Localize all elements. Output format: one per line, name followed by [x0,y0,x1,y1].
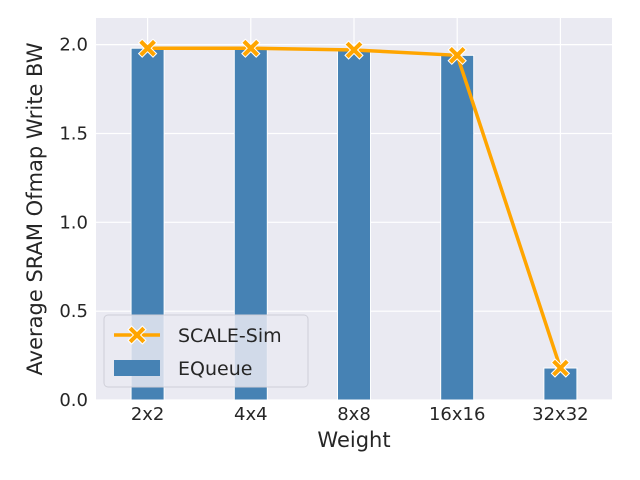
x-tick-label: 2x2 [131,404,165,425]
y-tick-label: 1.5 [59,123,88,144]
legend-label-equeue: EQueue [178,358,252,380]
y-axis-title: Average SRAM Ofmap Write BW [23,42,47,375]
x-tick-label: 16x16 [429,404,485,425]
bar-equeue [441,55,474,400]
y-tick-label: 2.0 [59,35,88,56]
bar-equeue [337,50,370,400]
legend-swatch-equeue [114,360,160,376]
y-tick-label: 0.0 [59,390,88,411]
x-tick-label: 32x32 [532,404,588,425]
x-tick-label: 8x8 [337,404,371,425]
y-tick-label: 0.5 [59,301,88,322]
bar-equeue [544,368,577,400]
legend-label-scale-sim: SCALE-Sim [178,325,282,347]
legend: SCALE-Sim EQueue [104,315,308,387]
x-tick-label: 4x4 [234,404,268,425]
y-tick-label: 1.0 [59,212,88,233]
x-axis-title: Weight [317,428,390,452]
